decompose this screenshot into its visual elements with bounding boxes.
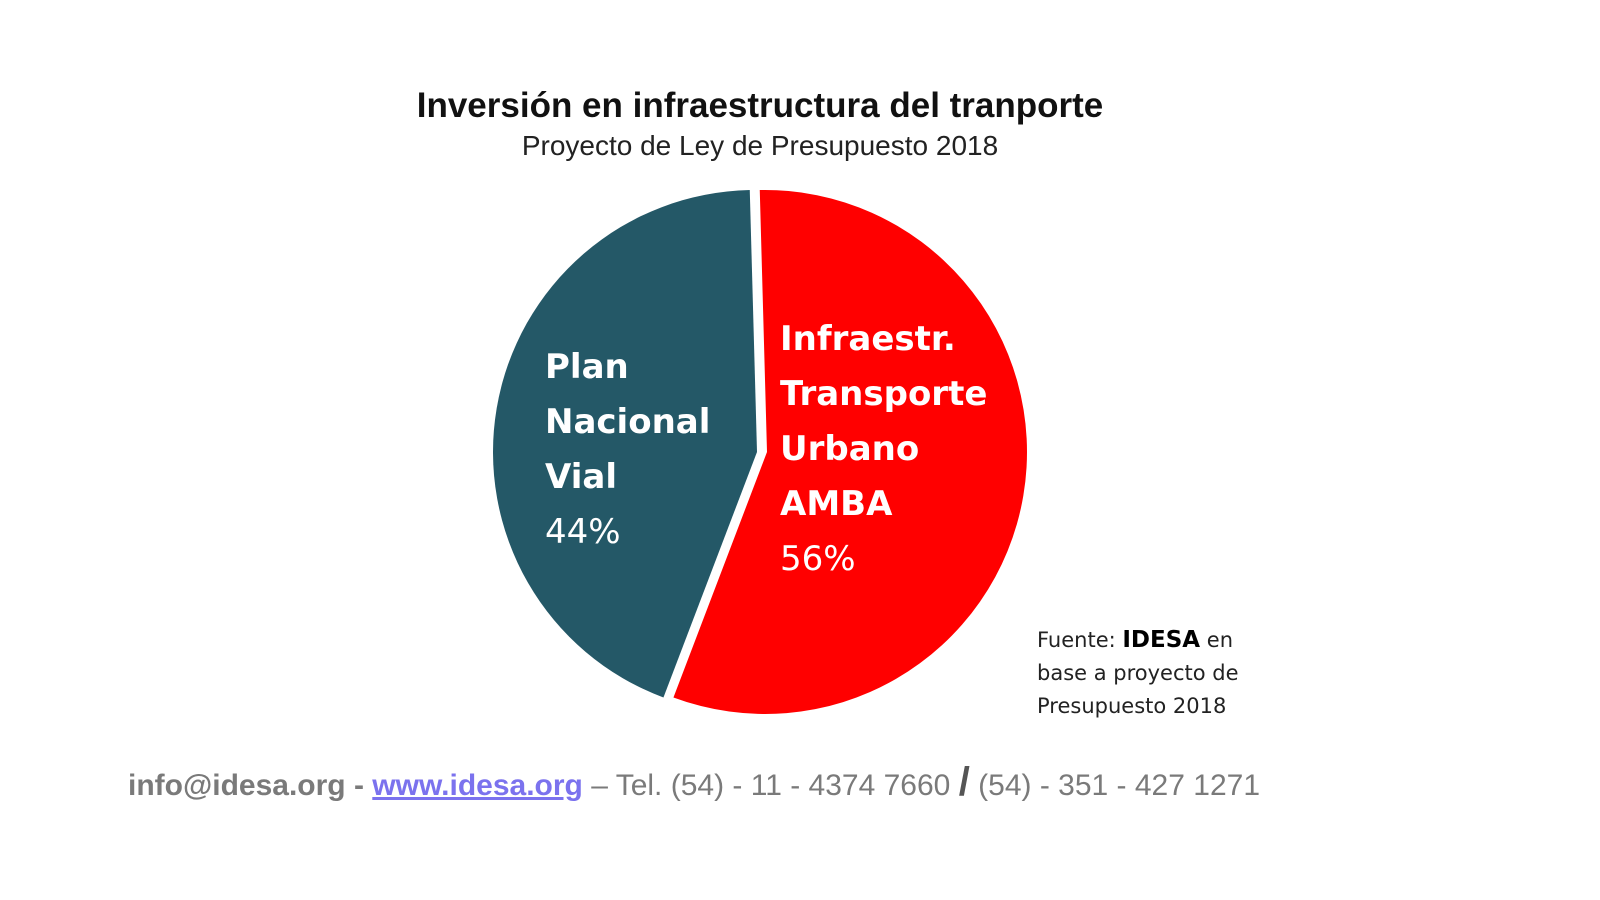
slice-label-0-line-2: Vial	[545, 457, 617, 497]
source-line-3: Presupuesto 2018	[1037, 694, 1227, 718]
chart-subtitle: Proyecto de Ley de Presupuesto 2018	[521, 130, 999, 161]
pie-slice-transporte-urbano-amba	[673, 189, 1028, 714]
chart-title: Inversión en infraestructura del tranpor…	[416, 86, 1104, 125]
footer-website-link[interactable]: www.idesa.org	[372, 769, 583, 802]
footer-phone-2: (54) - 351 - 427 1271	[969, 769, 1260, 802]
slice-label-0-line-0: Plan	[545, 347, 629, 387]
slice-label-1-line-3: AMBA	[780, 484, 893, 524]
pie-slices	[493, 189, 1028, 714]
pie-labels: Plan Nacional Vial 44% Infraestr. Transporte U…	[545, 319, 987, 579]
source-suffix: en	[1200, 628, 1234, 652]
footer-slash: /	[958, 760, 970, 804]
footer-phone-1: – Tel. (54) - 11 - 4374 7660	[582, 769, 959, 802]
source-org: IDESA	[1122, 627, 1201, 653]
source-prefix: Fuente:	[1037, 628, 1123, 652]
footer-separator: -	[345, 769, 373, 802]
source-line-2: base a proyecto de	[1037, 661, 1239, 685]
slice-label-0-line-1: Nacional	[545, 402, 710, 442]
slice-value-label-0: 44%	[545, 512, 621, 552]
slice-label-1-line-2: Urbano	[780, 429, 919, 469]
footer-email[interactable]: info@idesa.org	[128, 769, 346, 802]
contact-footer: info@idesa.org - www.idesa.org – Tel. (5…	[128, 760, 1428, 805]
slice-value-label-1: 56%	[780, 539, 856, 579]
pie-slice-plan-nacional-vial	[493, 190, 757, 698]
source-note: Fuente: IDESA en base a proyecto de Pres…	[1037, 624, 1277, 723]
slice-label-1-line-1: Transporte	[780, 374, 987, 414]
slice-label-1-line-0: Infraestr.	[780, 319, 956, 359]
